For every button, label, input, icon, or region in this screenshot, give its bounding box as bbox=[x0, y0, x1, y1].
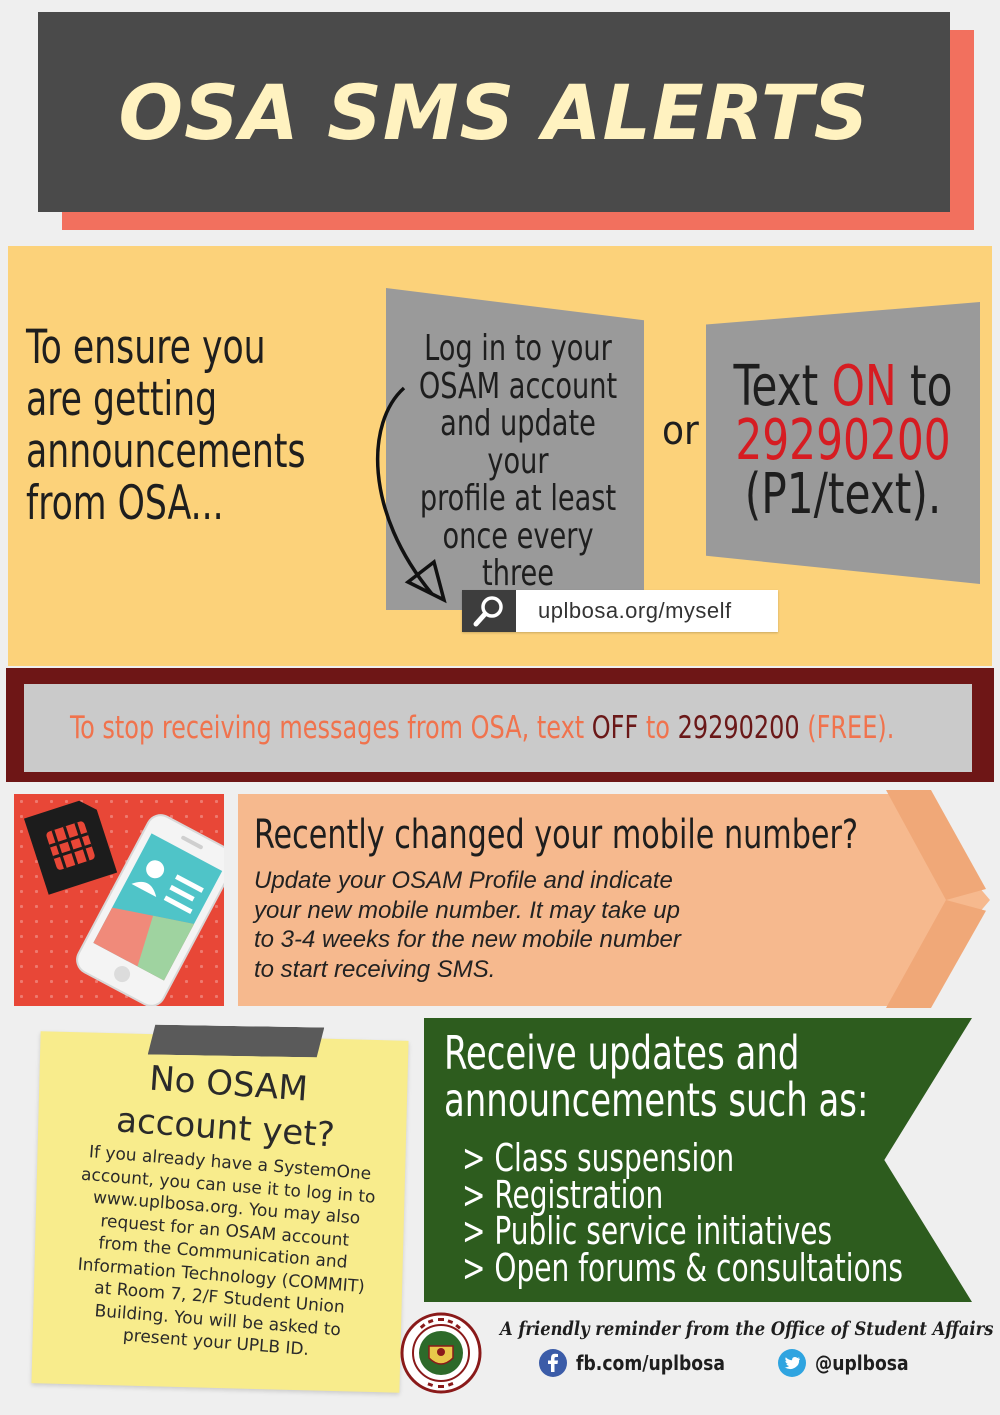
twitter-icon bbox=[778, 1349, 807, 1377]
title-banner: OSA SMS ALERTS bbox=[38, 12, 950, 212]
osa-seal-logo bbox=[400, 1312, 482, 1394]
updates-heading-line: announcements such as: bbox=[444, 1073, 869, 1127]
page-title: OSA SMS ALERTS bbox=[118, 67, 870, 157]
text-on-card bbox=[706, 302, 980, 584]
list-item: > Public service initiatives bbox=[462, 1209, 833, 1253]
ensure-line: from OSA... bbox=[26, 476, 224, 531]
ensure-line: are getting bbox=[26, 372, 218, 427]
tape-decoration bbox=[148, 1024, 324, 1057]
text-word: Text bbox=[733, 354, 819, 419]
text-on-line: Text ON to bbox=[728, 359, 958, 415]
mobile-instructions: Update your OSAM Profile and indicate yo… bbox=[254, 866, 814, 984]
mobile-arrow-panel bbox=[238, 794, 990, 1006]
stop-text-part: To stop receiving messages from OSA, tex… bbox=[70, 710, 592, 746]
updates-heading: Receive updates and announcements such a… bbox=[444, 1030, 868, 1124]
stop-instructions: To stop receiving messages from OSA, tex… bbox=[70, 710, 894, 746]
mobile-line: your new mobile number. It may take up bbox=[254, 896, 680, 924]
mobile-line: to start receiving SMS. bbox=[254, 955, 496, 983]
url-bar[interactable]: uplbosa.org/myself bbox=[462, 590, 778, 632]
or-label: or bbox=[662, 408, 699, 454]
list-item: > Registration bbox=[462, 1172, 664, 1217]
mobile-line: Update your OSAM Profile and indicate bbox=[254, 867, 673, 894]
updates-heading-line: Receive updates and bbox=[444, 1026, 800, 1080]
list-item: > Open forums & consultations bbox=[462, 1245, 904, 1290]
twitter-link[interactable]: @uplbosa bbox=[777, 1348, 924, 1378]
phone-sim-illustration-icon bbox=[23, 800, 224, 1006]
ensure-line: announcements bbox=[26, 424, 306, 479]
sms-rate: (P1/text). bbox=[744, 462, 942, 527]
mobile-heading: Recently changed your mobile number? bbox=[254, 812, 858, 858]
sms-number: 29290200 bbox=[735, 408, 951, 473]
curved-arrow-icon bbox=[375, 386, 447, 604]
updates-banner bbox=[424, 1018, 972, 1302]
to-word: to bbox=[910, 354, 953, 419]
login-line: once every three bbox=[442, 515, 594, 594]
login-card bbox=[386, 288, 644, 610]
on-keyword: ON bbox=[831, 354, 897, 419]
facebook-icon bbox=[539, 1349, 567, 1377]
stop-text-part: (FREE). bbox=[799, 710, 895, 746]
social-links: fb.com/uplbosa @uplbosa bbox=[538, 1348, 924, 1378]
login-line: OSAM account bbox=[418, 365, 618, 407]
note-body: If you already have a SystemOne account,… bbox=[45, 1139, 402, 1368]
stop-number: 29290200 bbox=[677, 710, 800, 746]
login-instructions: Log in to your OSAM account and update y… bbox=[407, 330, 629, 630]
mobile-line: to 3-4 weeks for the new mobile number bbox=[254, 926, 681, 953]
twitter-label[interactable]: @uplbosa bbox=[815, 1351, 909, 1375]
facebook-label[interactable]: fb.com/uplbosa bbox=[576, 1351, 725, 1375]
footer-reminder: A friendly reminder from the Office of S… bbox=[500, 1318, 994, 1340]
text-on-instructions: Text ON to 29290200 (P1/text). bbox=[728, 359, 958, 527]
stop-panel: To stop receiving messages from OSA, tex… bbox=[24, 684, 972, 772]
url-link[interactable]: uplbosa.org/myself bbox=[538, 598, 732, 623]
off-keyword: OFF bbox=[591, 710, 639, 746]
ensure-line: To ensure you bbox=[26, 320, 266, 375]
stop-text-part: to bbox=[638, 710, 678, 746]
login-line: Log in to your bbox=[424, 328, 612, 369]
facebook-link[interactable]: fb.com/uplbosa bbox=[538, 1348, 749, 1378]
ensure-heading: To ensure you are getting announcements … bbox=[26, 320, 306, 531]
search-icon[interactable] bbox=[462, 590, 516, 632]
updates-list: > Class suspension > Registration > Publ… bbox=[462, 1136, 904, 1290]
login-line: and update your bbox=[440, 403, 596, 482]
login-line: profile at least bbox=[419, 478, 617, 519]
list-item: > Class suspension bbox=[462, 1136, 735, 1180]
